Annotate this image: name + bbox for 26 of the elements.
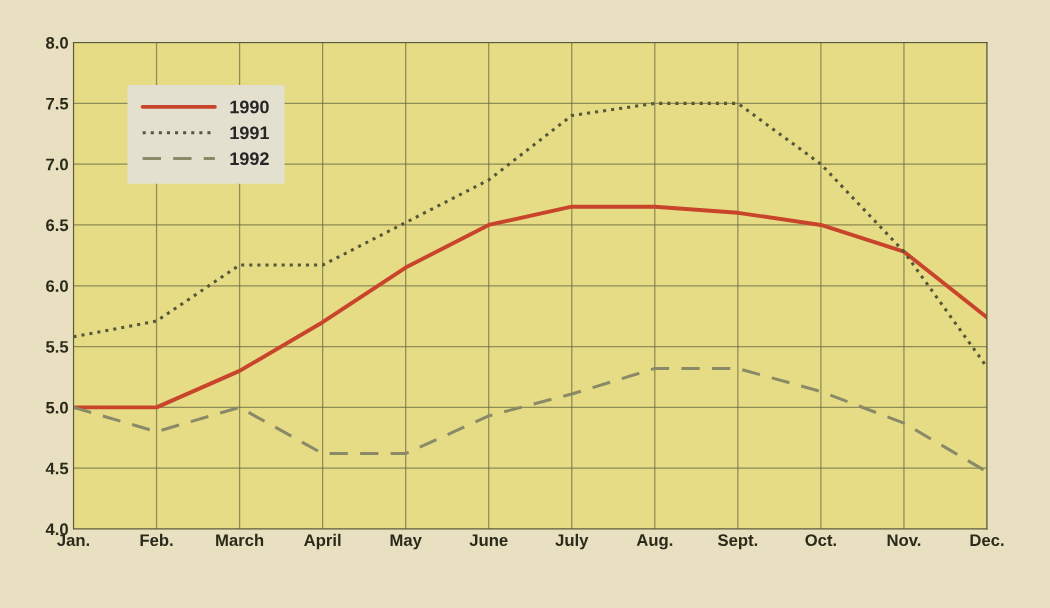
y-tick-label: 6.0	[46, 280, 68, 292]
y-tick-label: 4.0	[45, 523, 68, 536]
x-tick-label: May	[390, 534, 422, 550]
y-tick-label: 6.5	[46, 219, 69, 232]
y-tick-label: 5.5	[45, 341, 69, 353]
x-tick-label: Oct.	[805, 534, 836, 547]
x-tick-label: Jan.	[57, 534, 90, 547]
y-tick-label: 7.0	[46, 158, 68, 171]
y-tick-label: 7.5	[46, 97, 69, 110]
line-series	[73, 366, 987, 474]
legend-label: 1990	[230, 100, 269, 114]
x-tick-label: Sept.	[717, 534, 758, 550]
y-tick-label: 8.0	[46, 36, 68, 49]
x-tick-label: Feb.	[140, 533, 173, 547]
x-tick-label: Aug.	[636, 534, 673, 550]
y-tick-label: 4.5	[45, 462, 69, 475]
x-tick-label: April	[304, 533, 341, 550]
line-series	[73, 204, 987, 410]
y-tick-label: 5.0	[45, 401, 68, 414]
x-tick-label: Nov.	[887, 534, 921, 547]
x-tick-label: Dec.	[970, 534, 1004, 547]
x-tick-label: June	[469, 534, 508, 547]
x-tick-label: March	[216, 533, 264, 547]
legend-label: 1992	[230, 152, 269, 166]
legend-label: 1991	[230, 126, 269, 140]
x-tick-label: July	[555, 533, 589, 550]
